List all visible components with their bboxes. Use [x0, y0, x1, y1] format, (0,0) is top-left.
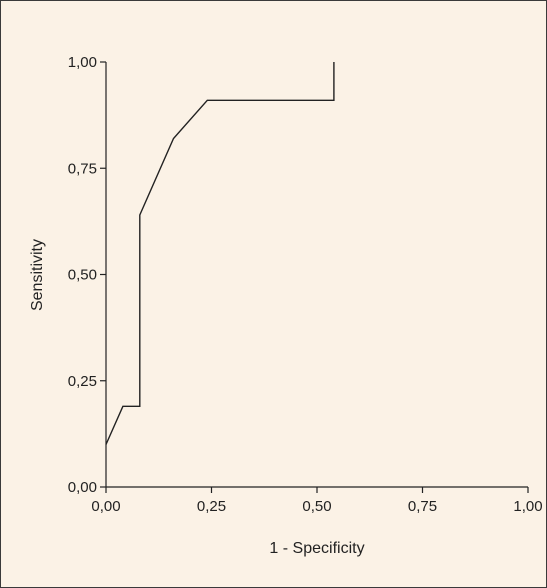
y-tick-label: 0,25: [68, 373, 97, 390]
x-axis-title: 1 - Specificity: [269, 540, 364, 557]
y-tick-label: 0,00: [68, 479, 97, 496]
axes: [105, 62, 528, 488]
y-tick-label: 0,75: [68, 160, 97, 177]
ticks: 0,00 0,25 0,50 0,75 1,00 0,00 0,25 0,50 0,75 1,00: [68, 54, 543, 515]
x-tick-label: 0,00: [91, 498, 120, 515]
x-tick-label: 0,25: [197, 498, 226, 515]
roc-curve-line: [105, 62, 335, 445]
y-tick-label: 0,50: [68, 267, 97, 284]
x-tick-label: 0,50: [302, 498, 331, 515]
x-tick-label: 0,75: [408, 498, 437, 515]
y-axis-title: Sensitivity: [29, 239, 46, 311]
y-tick-label: 1,00: [68, 54, 97, 71]
x-tick-label: 1,00: [513, 498, 542, 515]
plot-area: [105, 62, 335, 445]
